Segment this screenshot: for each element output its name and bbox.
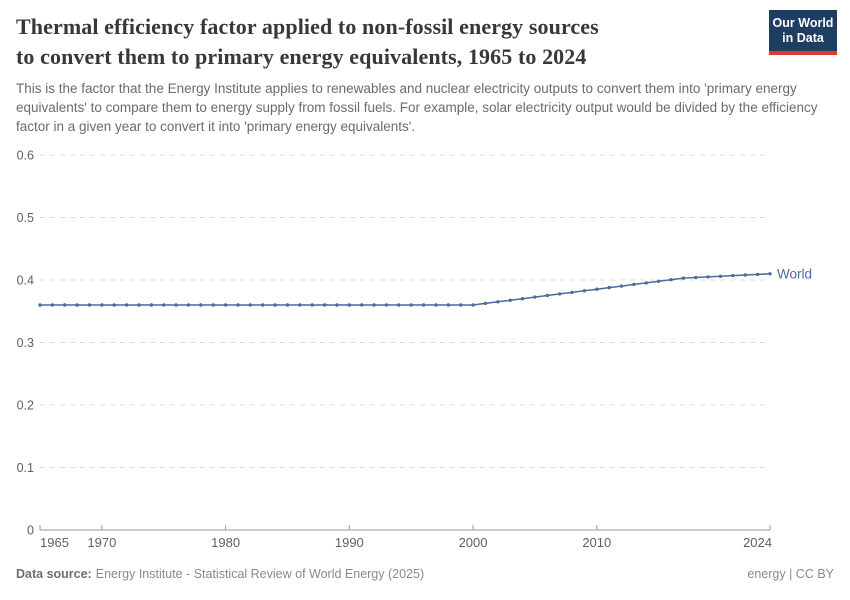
data-point[interactable] xyxy=(199,303,203,307)
x-tick-label: 1970 xyxy=(87,535,116,550)
license-note[interactable]: energy | CC BY xyxy=(747,567,834,581)
data-point[interactable] xyxy=(656,279,661,283)
data-point[interactable] xyxy=(273,303,277,307)
data-point[interactable] xyxy=(384,303,389,307)
data-point[interactable] xyxy=(223,303,228,307)
data-point[interactable] xyxy=(285,303,290,307)
data-point[interactable] xyxy=(496,300,500,304)
data-point[interactable] xyxy=(75,303,79,307)
data-source-value[interactable]: Energy Institute - Statistical Review of… xyxy=(95,567,425,581)
y-tick-label: 0.1 xyxy=(17,461,34,475)
x-tick-label: 2000 xyxy=(459,535,488,550)
data-point[interactable] xyxy=(768,272,772,276)
data-point[interactable] xyxy=(558,292,562,296)
data-source: Data source: Energy Institute - Statistic… xyxy=(16,567,424,581)
data-point[interactable] xyxy=(607,285,611,290)
data-point[interactable] xyxy=(335,303,339,307)
data-point[interactable] xyxy=(619,284,624,288)
data-point[interactable] xyxy=(483,301,488,306)
page-title: Thermal efficiency factor applied to non… xyxy=(16,12,599,72)
page-title-line1: Thermal efficiency factor applied to non… xyxy=(16,14,599,39)
x-tick-label: 1980 xyxy=(211,535,240,550)
data-point[interactable] xyxy=(731,273,735,278)
data-point[interactable] xyxy=(409,303,413,307)
data-point[interactable] xyxy=(632,282,636,287)
data-point[interactable] xyxy=(595,287,599,291)
data-point[interactable] xyxy=(718,274,723,278)
y-tick-label: 0 xyxy=(27,524,34,538)
data-point[interactable] xyxy=(211,303,215,307)
data-point[interactable] xyxy=(681,276,686,280)
data-point[interactable] xyxy=(298,303,302,307)
data-point[interactable] xyxy=(174,303,178,307)
data-point[interactable] xyxy=(520,297,525,301)
owid-logo-line1: Our World xyxy=(772,16,834,30)
data-point[interactable] xyxy=(62,303,67,307)
data-point[interactable] xyxy=(372,303,376,307)
x-tick-label: 2010 xyxy=(582,535,611,550)
data-source-label: Data source: xyxy=(16,567,92,581)
data-line-world[interactable] xyxy=(40,273,771,306)
data-point[interactable] xyxy=(421,303,426,307)
data-point[interactable] xyxy=(644,281,648,285)
data-point[interactable] xyxy=(669,278,673,282)
data-point[interactable] xyxy=(186,303,191,307)
data-point[interactable] xyxy=(459,303,463,307)
data-point[interactable] xyxy=(50,303,55,307)
chart-footer: Data source: Energy Institute - Statistic… xyxy=(16,567,834,581)
data-point[interactable] xyxy=(582,289,587,293)
data-point[interactable] xyxy=(706,275,710,279)
data-point[interactable] xyxy=(743,273,747,277)
x-tick-label: 1965 xyxy=(40,535,69,550)
data-point[interactable] xyxy=(434,303,438,307)
data-point[interactable] xyxy=(236,303,240,307)
data-point[interactable] xyxy=(360,303,364,307)
data-point[interactable] xyxy=(508,298,512,302)
y-tick-label: 0.4 xyxy=(17,274,34,288)
data-point[interactable] xyxy=(100,303,104,307)
data-point[interactable] xyxy=(248,303,252,307)
y-tick-label: 0.3 xyxy=(17,336,34,350)
data-point[interactable] xyxy=(149,303,154,307)
y-tick-label: 0.6 xyxy=(17,149,34,163)
data-point[interactable] xyxy=(397,303,401,307)
data-point[interactable] xyxy=(124,303,129,307)
data-point[interactable] xyxy=(755,272,760,277)
data-point[interactable] xyxy=(545,293,549,298)
page-title-line2: to convert them to primary energy equiva… xyxy=(16,44,587,69)
data-point[interactable] xyxy=(38,303,42,307)
data-point[interactable] xyxy=(261,303,265,307)
owid-logo[interactable]: Our World in Data xyxy=(769,10,837,55)
x-tick-label: 2024 xyxy=(743,535,772,550)
data-point[interactable] xyxy=(533,295,537,299)
data-point[interactable] xyxy=(310,303,314,307)
data-point[interactable] xyxy=(112,303,116,307)
data-point[interactable] xyxy=(162,303,166,307)
owid-logo-line2: in Data xyxy=(782,31,824,45)
series-label-world[interactable]: World xyxy=(777,266,812,281)
data-point[interactable] xyxy=(322,303,327,307)
data-point[interactable] xyxy=(137,303,141,307)
data-point[interactable] xyxy=(87,303,92,307)
x-tick-label: 1990 xyxy=(335,535,364,550)
y-tick-label: 0.2 xyxy=(17,399,34,413)
data-point[interactable] xyxy=(570,290,574,295)
data-point[interactable] xyxy=(446,303,450,307)
y-tick-label: 0.5 xyxy=(17,211,34,225)
data-point[interactable] xyxy=(347,303,351,307)
chart-subtitle: This is the factor that the Energy Insti… xyxy=(16,81,818,134)
data-point[interactable] xyxy=(694,275,698,280)
data-point[interactable] xyxy=(471,303,475,307)
